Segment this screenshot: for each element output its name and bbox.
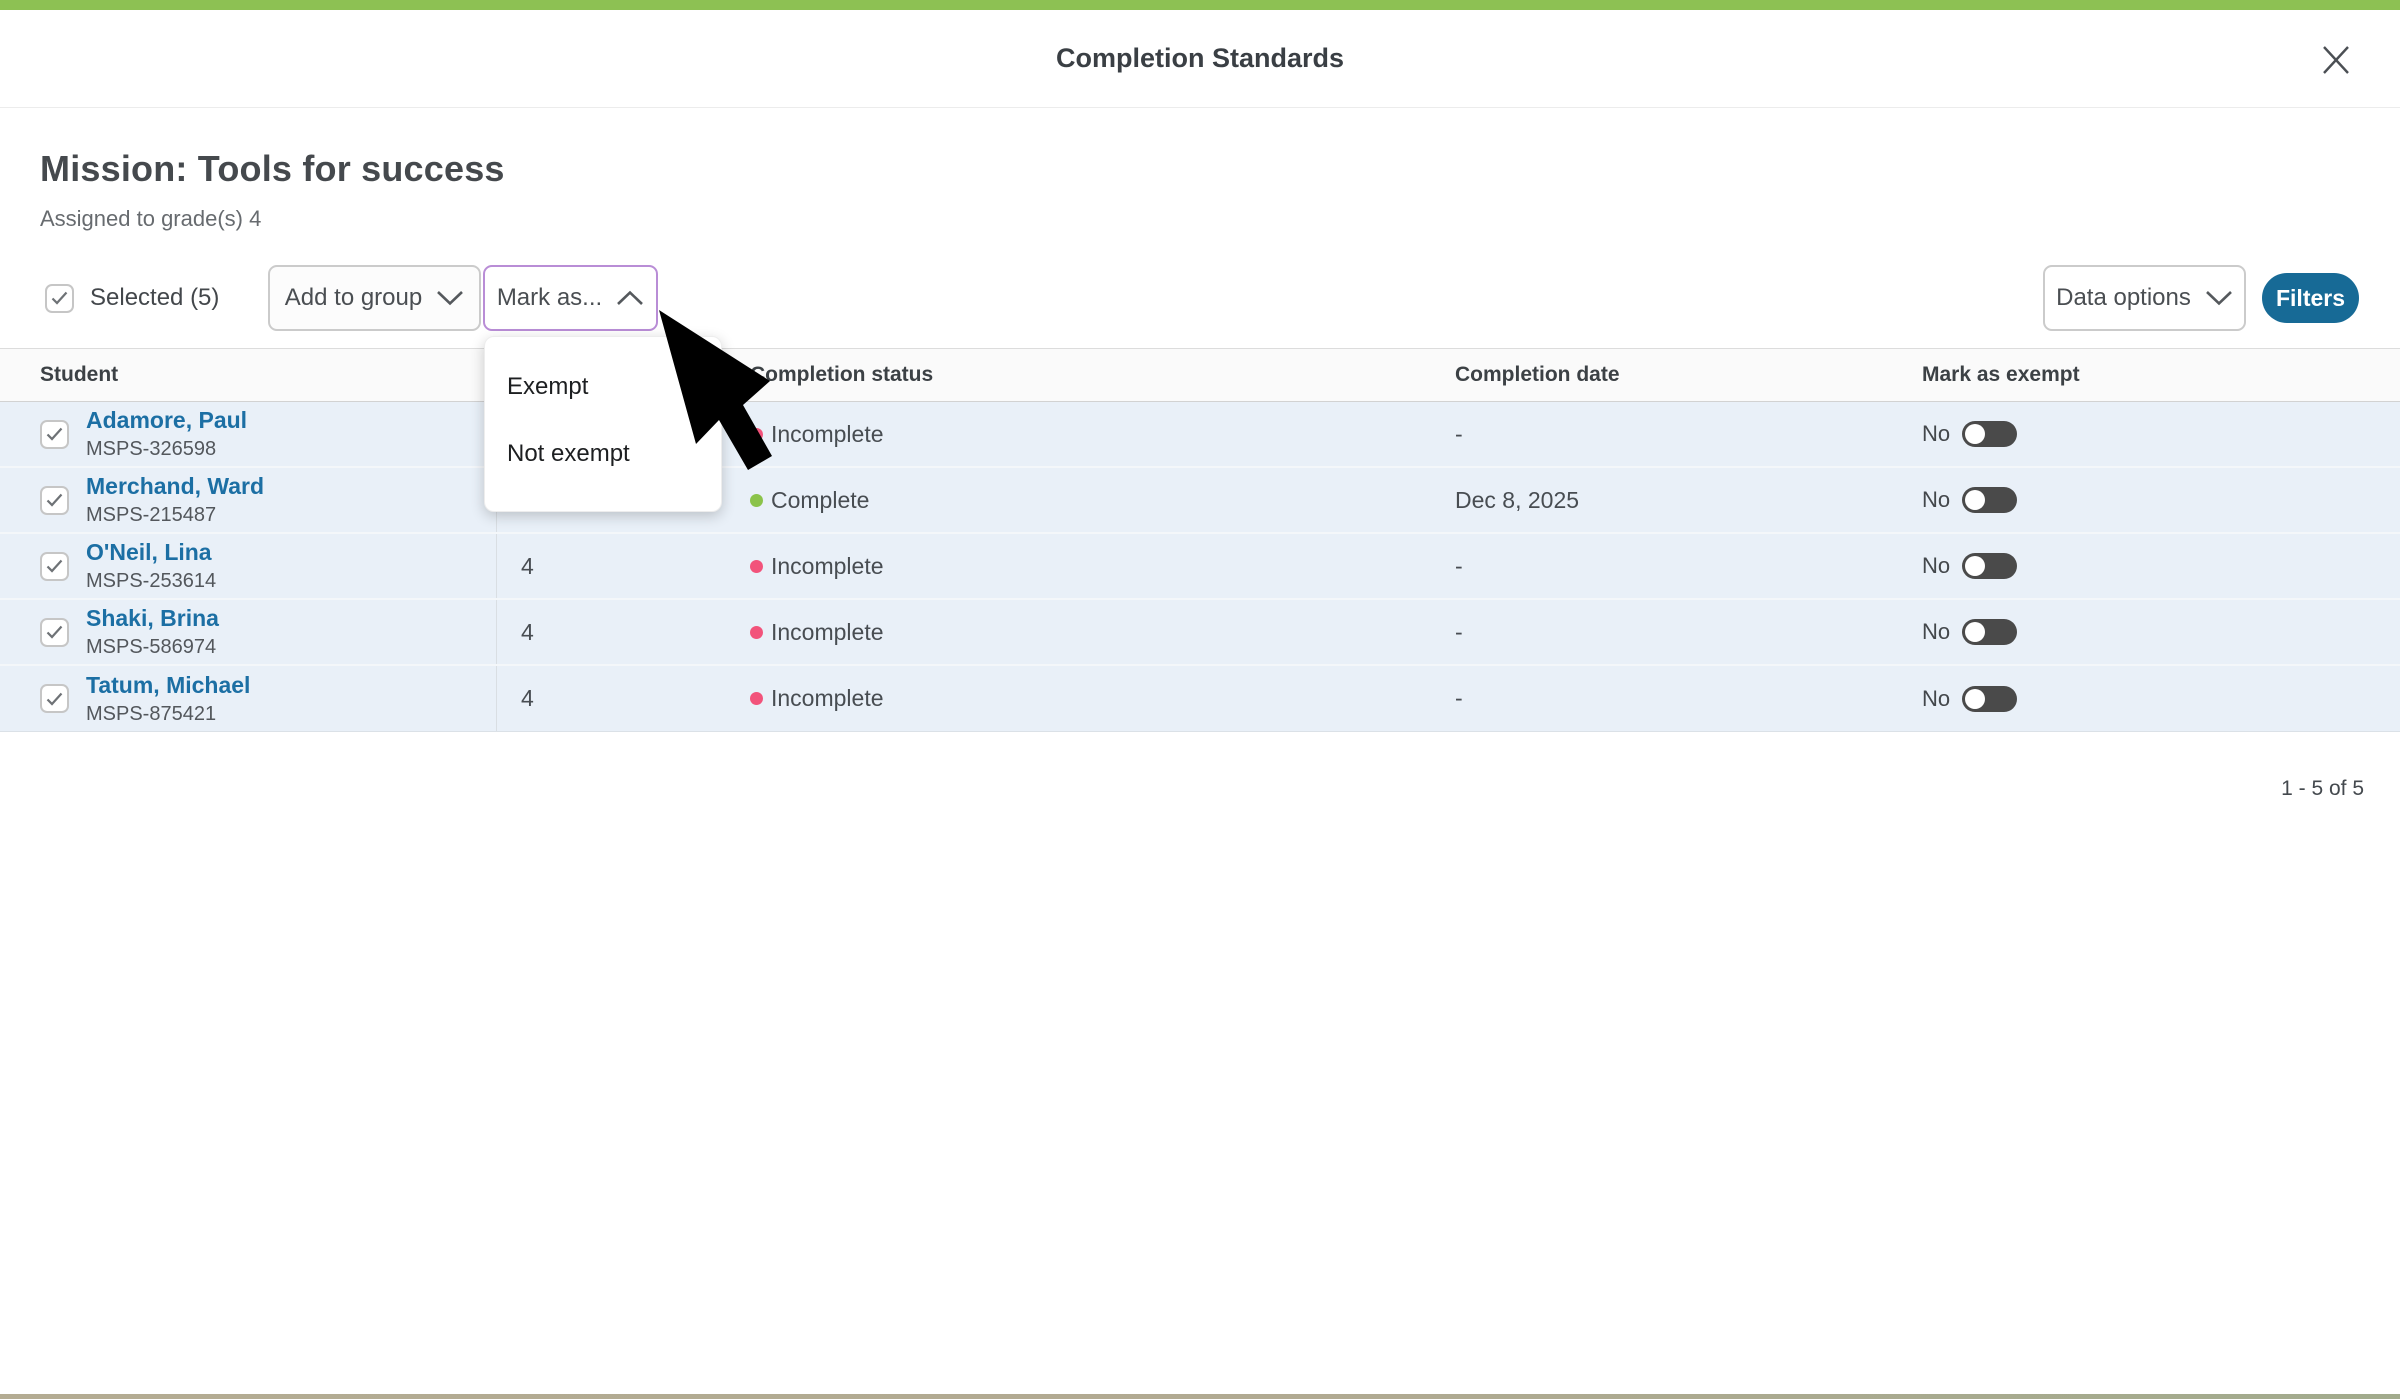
toggle-knob <box>1965 556 1986 576</box>
status-dot <box>750 692 763 705</box>
toggle-knob <box>1965 490 1986 510</box>
exempt-state-label: No <box>1922 685 1951 711</box>
close-button[interactable] <box>2314 38 2358 82</box>
status-label: Incomplete <box>771 685 884 711</box>
grade-cell: 4 <box>496 600 744 664</box>
selected-count-label: Selected (5) <box>90 284 220 311</box>
status-dot <box>750 427 763 441</box>
exempt-state-label: No <box>1922 619 1951 644</box>
toolbar: Selected (5) Add to group Mark as... Dat… <box>0 265 2400 331</box>
status-label: Complete <box>771 486 870 513</box>
student-id: MSPS-586974 <box>86 636 217 658</box>
table-row: O'Neil, Lina MSPS-253614 4 Incomplete - … <box>0 534 2400 600</box>
student-name-link[interactable]: O'Neil, Lina <box>86 539 212 565</box>
row-checkbox[interactable] <box>40 617 69 647</box>
exempt-state-label: No <box>1922 553 1951 578</box>
completion-date-cell: - <box>1455 552 1463 579</box>
status-label: Incomplete <box>771 552 884 579</box>
row-checkbox[interactable] <box>40 551 69 581</box>
completion-date-cell: - <box>1455 685 1463 711</box>
row-checkbox[interactable] <box>40 485 69 515</box>
exempt-toggle[interactable] <box>1962 421 2018 447</box>
student-name-link[interactable]: Tatum, Michael <box>86 671 251 698</box>
exempt-state-label: No <box>1922 421 1951 446</box>
column-header-status: Completion status <box>750 363 934 386</box>
student-name-link[interactable]: Shaki, Brina <box>86 605 219 631</box>
column-header-student: Student <box>40 363 119 386</box>
chevron-down-icon <box>437 291 464 306</box>
completion-date-cell: Dec 8, 2025 <box>1455 486 1580 513</box>
column-header-exempt: Mark as exempt <box>1922 363 2080 386</box>
data-options-label: Data options <box>2056 284 2191 311</box>
student-id: MSPS-875421 <box>86 702 217 725</box>
status-dot <box>750 559 763 573</box>
mark-as-label: Mark as... <box>496 284 603 311</box>
row-checkbox[interactable] <box>40 419 69 449</box>
column-header-date: Completion date <box>1455 363 1620 386</box>
toggle-knob <box>1965 622 1986 642</box>
mark-as-menu: Exempt Not exempt <box>484 336 722 512</box>
add-to-group-button[interactable]: Add to group <box>268 265 481 331</box>
student-name-link[interactable]: Adamore, Paul <box>86 407 248 433</box>
table-header-row: Student Completion status Completion dat… <box>0 348 2400 402</box>
check-icon <box>51 291 68 305</box>
completion-date-cell: - <box>1455 420 1463 447</box>
table-row: Merchand, Ward MSPS-215487 4 Complete De… <box>0 468 2400 534</box>
student-id: MSPS-253614 <box>86 570 217 592</box>
modal-header: Completion Standards <box>0 10 2400 108</box>
student-name-link[interactable]: Merchand, Ward <box>86 473 265 499</box>
check-icon <box>46 559 63 573</box>
table-row: Tatum, Michael MSPS-875421 4 Incomplete … <box>0 666 2400 732</box>
page-subtitle: Assigned to grade(s) 4 <box>40 206 262 231</box>
student-id: MSPS-215487 <box>86 504 217 526</box>
check-icon <box>46 692 63 706</box>
close-icon <box>2323 46 2349 74</box>
exempt-toggle[interactable] <box>1962 619 2018 645</box>
status-label: Incomplete <box>771 618 884 645</box>
chevron-down-icon <box>2205 291 2232 306</box>
check-icon <box>46 427 63 441</box>
select-all-checkbox[interactable] <box>45 283 74 313</box>
bottom-page-edge <box>0 1394 2400 1399</box>
top-accent-bar <box>0 0 2400 10</box>
table-row: Shaki, Brina MSPS-586974 4 Incomplete - … <box>0 600 2400 666</box>
exempt-state-label: No <box>1922 487 1951 512</box>
exempt-toggle[interactable] <box>1962 553 2018 579</box>
selection-control: Selected (5) <box>45 265 219 331</box>
exempt-toggle[interactable] <box>1962 685 2018 712</box>
completion-date-cell: - <box>1455 618 1463 645</box>
status-dot <box>750 625 763 639</box>
check-icon <box>46 493 63 507</box>
filters-button[interactable]: Filters <box>2262 273 2359 323</box>
modal-title: Completion Standards <box>1055 43 1345 73</box>
table-row: Adamore, Paul MSPS-326598 4 Incomplete -… <box>0 402 2400 468</box>
row-checkbox[interactable] <box>40 684 69 713</box>
grade-cell: 4 <box>496 666 744 731</box>
check-icon <box>46 625 63 639</box>
toggle-knob <box>1965 424 1986 444</box>
grade-cell: 4 <box>496 534 744 598</box>
data-options-button[interactable]: Data options <box>2043 265 2246 331</box>
pagination-range: 1 - 5 of 5 <box>2281 777 2364 800</box>
toggle-knob <box>1965 688 1986 709</box>
mark-as-button[interactable]: Mark as... <box>483 265 658 331</box>
status-dot <box>750 493 763 507</box>
mission-intro: Mission: Tools for success Assigned to g… <box>40 148 505 232</box>
students-table: Student Completion status Completion dat… <box>0 348 2400 732</box>
exempt-toggle[interactable] <box>1962 487 2018 513</box>
page-title: Mission: Tools for success <box>40 148 505 189</box>
add-to-group-label: Add to group <box>284 284 423 311</box>
menu-item-not-exempt[interactable]: Not exempt <box>507 439 630 467</box>
menu-item-exempt[interactable]: Exempt <box>507 372 589 400</box>
chevron-up-icon <box>617 290 644 305</box>
student-id: MSPS-326598 <box>86 438 217 460</box>
status-label: Incomplete <box>771 420 884 447</box>
